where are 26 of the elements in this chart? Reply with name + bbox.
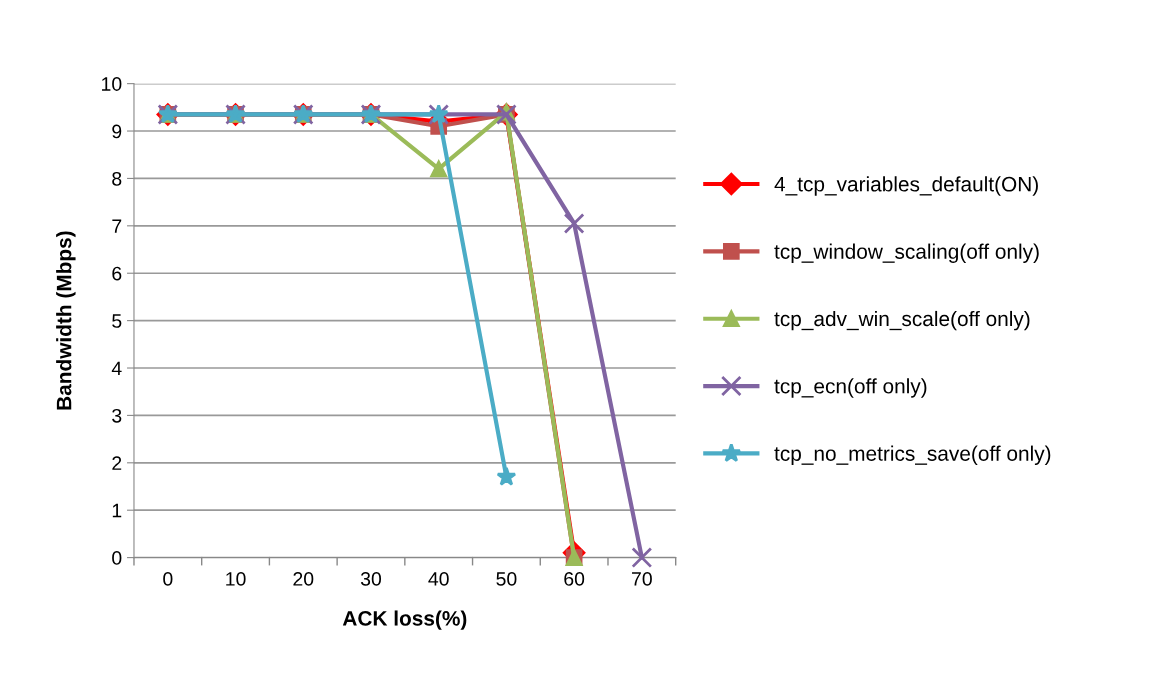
x-tick-label: 50 (496, 572, 517, 586)
x-tick-label: 10 (226, 572, 246, 586)
legend-label: tcp_ecn(off only) (774, 378, 927, 398)
y-tick-label: 6 (112, 266, 122, 281)
y-tick-label: 0 (112, 551, 122, 565)
y-tick-label: 7 (112, 219, 122, 233)
x-tick-label: 60 (564, 572, 585, 586)
y-tick-label: 8 (112, 171, 122, 186)
legend-label: 4_tcp_variables_default(ON) (774, 176, 1038, 196)
legend-label: tcp_adv_win_scale(off only) (774, 310, 1030, 331)
x-tick-label: 20 (293, 572, 314, 586)
y-tick-label: 5 (112, 314, 122, 328)
x-tick-label: 30 (360, 572, 382, 586)
x-tick-label: 70 (632, 572, 652, 586)
x-tick-label: 40 (428, 572, 449, 586)
y-tick-label: 3 (112, 408, 122, 423)
x-axis-title: ACK loss(%) (342, 610, 467, 630)
y-tick-label: 10 (102, 77, 122, 91)
y-tick-label: 9 (112, 124, 122, 139)
y-tick-label: 2 (112, 456, 122, 470)
legend-label: tcp_no_metrics_save(off only) (774, 445, 1051, 465)
y-axis-title: Bandwidth (Mbps) (56, 231, 76, 410)
y-tick-label: 4 (111, 361, 122, 376)
y-tick-label: 1 (112, 503, 122, 518)
x-tick-label: 0 (163, 572, 173, 586)
legend-label: tcp_window_scaling(off only) (774, 243, 1039, 263)
